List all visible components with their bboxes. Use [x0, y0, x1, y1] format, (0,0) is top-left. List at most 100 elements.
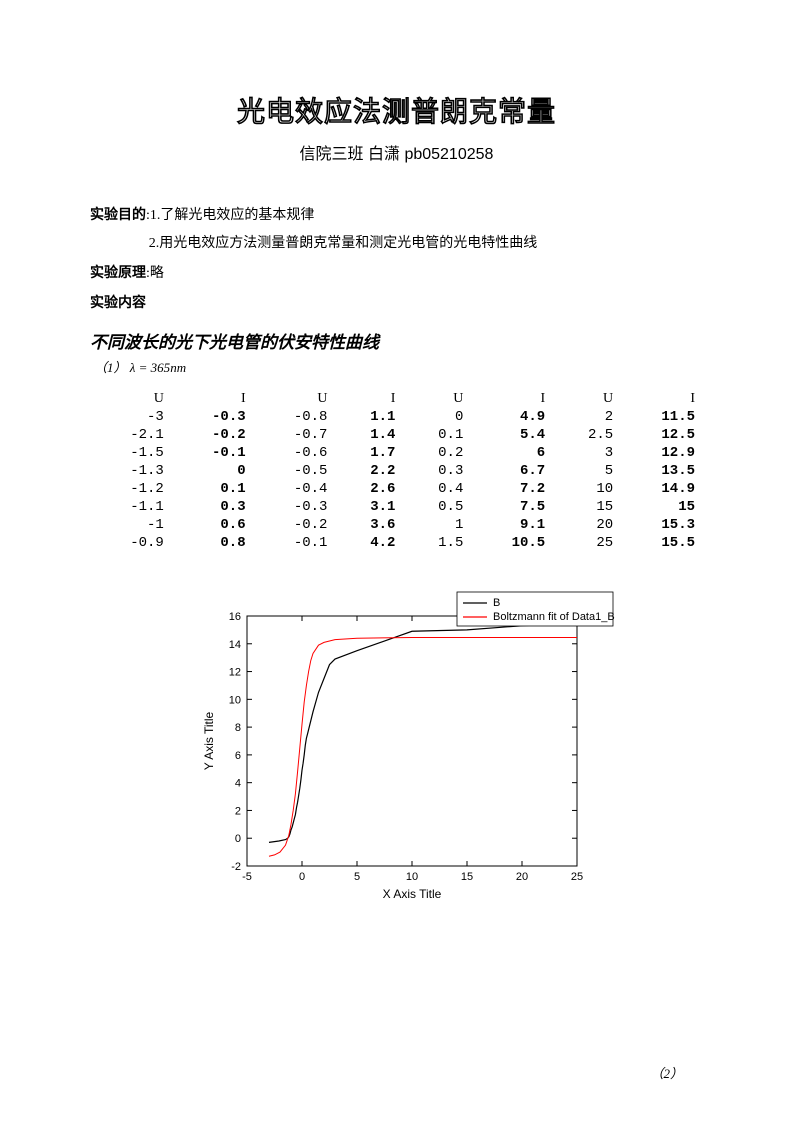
- table-col-header: I: [335, 390, 403, 408]
- table-col-header: I: [471, 390, 553, 408]
- svg-text:14: 14: [228, 639, 240, 651]
- table-col-header: U: [254, 390, 336, 408]
- page: 光电效应法测普朗克常量 信院三班 白潇 pb05210258 实验目的:1.了解…: [0, 0, 793, 1122]
- page-number: （2）: [650, 1063, 683, 1082]
- table-cell: 0.3: [172, 498, 254, 516]
- svg-text:10: 10: [405, 871, 417, 883]
- table-cell: 3.1: [335, 498, 403, 516]
- table-cell: 2.5: [553, 426, 621, 444]
- svg-text:2: 2: [234, 805, 240, 817]
- table-cell: 1.4: [335, 426, 403, 444]
- svg-text:12: 12: [228, 667, 240, 679]
- svg-text:20: 20: [515, 871, 527, 883]
- table-cell: 2: [553, 408, 621, 426]
- table-cell: 7.5: [471, 498, 553, 516]
- table-cell: 25: [553, 534, 621, 552]
- table-cell: 11.5: [621, 408, 703, 426]
- table-row: -1.10.3-0.33.10.57.51515: [90, 498, 703, 516]
- table-cell: 15.5: [621, 534, 703, 552]
- purpose-1: 1.了解光电效应的基本规律: [150, 208, 315, 223]
- table-cell: -0.5: [254, 462, 336, 480]
- table-cell: 12.9: [621, 444, 703, 462]
- table-row: -2.1-0.2-0.71.40.15.42.512.5: [90, 426, 703, 444]
- table-cell: 0.1: [403, 426, 471, 444]
- table-col-header: I: [172, 390, 254, 408]
- table-row: -3-0.3-0.81.104.9211.5: [90, 408, 703, 426]
- table-cell: 0: [172, 462, 254, 480]
- table-cell: 0.8: [172, 534, 254, 552]
- table-cell: 1: [403, 516, 471, 534]
- table-col-header: U: [403, 390, 471, 408]
- table-cell: -1.5: [90, 444, 172, 462]
- table-cell: 1.7: [335, 444, 403, 462]
- svg-text:10: 10: [228, 694, 240, 706]
- table-row: -1.5-0.1-0.61.70.26312.9: [90, 444, 703, 462]
- svg-text:Boltzmann fit of Data1_B: Boltzmann fit of Data1_B: [493, 611, 615, 623]
- table-cell: 0.5: [403, 498, 471, 516]
- table-cell: 5: [553, 462, 621, 480]
- purpose-label: 实验目的: [90, 206, 146, 222]
- table-cell: -0.2: [254, 516, 336, 534]
- table-cell: -0.1: [254, 534, 336, 552]
- content-line: 实验内容: [90, 288, 703, 318]
- table-cell: 15.3: [621, 516, 703, 534]
- purpose-line-2: 2.用光电效应方法测量普朗克常量和测定光电管的光电特性曲线: [90, 230, 703, 258]
- lambda-eq: = 365: [135, 360, 170, 375]
- table-head: UIUIUIUI: [90, 390, 703, 408]
- svg-text:8: 8: [234, 722, 240, 734]
- principle-text: 略: [150, 266, 164, 281]
- table-cell: 0.3: [403, 462, 471, 480]
- table-cell: 20: [553, 516, 621, 534]
- table-cell: 3.6: [335, 516, 403, 534]
- table-cell: 4.2: [335, 534, 403, 552]
- chart-container: -50510152025-20246810121416X Axis TitleY…: [90, 586, 703, 916]
- table-cell: 12.5: [621, 426, 703, 444]
- table-cell: -1.1: [90, 498, 172, 516]
- lambda-line: （1） λ = 365nm: [94, 357, 703, 376]
- table-col-header: U: [90, 390, 172, 408]
- table-cell: -0.1: [172, 444, 254, 462]
- table-cell: 13.5: [621, 462, 703, 480]
- svg-text:16: 16: [228, 611, 240, 623]
- table-cell: -3: [90, 408, 172, 426]
- svg-text:B: B: [493, 597, 500, 609]
- lambda-unit: nm: [170, 360, 186, 375]
- principle-line: 实验原理:略: [90, 258, 703, 288]
- table-cell: -0.6: [254, 444, 336, 462]
- table-cell: 0.2: [403, 444, 471, 462]
- iv-curve-chart: -50510152025-20246810121416X Axis TitleY…: [177, 586, 617, 916]
- table-cell: 3: [553, 444, 621, 462]
- body-text: 实验目的:1.了解光电效应的基本规律 2.用光电效应方法测量普朗克常量和测定光电…: [90, 200, 703, 318]
- table-row: -10.6-0.23.619.12015.3: [90, 516, 703, 534]
- table-cell: -0.3: [172, 408, 254, 426]
- principle-label: 实验原理: [90, 264, 146, 280]
- data-table: UIUIUIUI -3-0.3-0.81.104.9211.5-2.1-0.2-…: [90, 390, 703, 552]
- table-cell: -0.9: [90, 534, 172, 552]
- table-cell: 7.2: [471, 480, 553, 498]
- content-label: 实验内容: [90, 294, 146, 310]
- table-cell: 0: [403, 408, 471, 426]
- table-cell: 6: [471, 444, 553, 462]
- table-header-row: UIUIUIUI: [90, 390, 703, 408]
- table-cell: 0.4: [403, 480, 471, 498]
- svg-text:5: 5: [353, 871, 359, 883]
- table-cell: 10: [553, 480, 621, 498]
- table-body: -3-0.3-0.81.104.9211.5-2.1-0.2-0.71.40.1…: [90, 408, 703, 552]
- table-col-header: I: [621, 390, 703, 408]
- table-cell: -2.1: [90, 426, 172, 444]
- table-cell: 2.2: [335, 462, 403, 480]
- table-cell: -1: [90, 516, 172, 534]
- svg-text:6: 6: [234, 750, 240, 762]
- table-row: -1.30-0.52.20.36.7513.5: [90, 462, 703, 480]
- table-cell: -0.8: [254, 408, 336, 426]
- doc-subtitle: 信院三班 白潇 pb05210258: [90, 140, 703, 164]
- table-cell: 0.1: [172, 480, 254, 498]
- svg-text:0: 0: [298, 871, 304, 883]
- table-cell: 1.5: [403, 534, 471, 552]
- table-cell: 5.4: [471, 426, 553, 444]
- table-cell: 9.1: [471, 516, 553, 534]
- table-cell: 1.1: [335, 408, 403, 426]
- table-cell: 15: [553, 498, 621, 516]
- table-cell: 0.6: [172, 516, 254, 534]
- table-row: -0.90.8-0.14.21.510.52515.5: [90, 534, 703, 552]
